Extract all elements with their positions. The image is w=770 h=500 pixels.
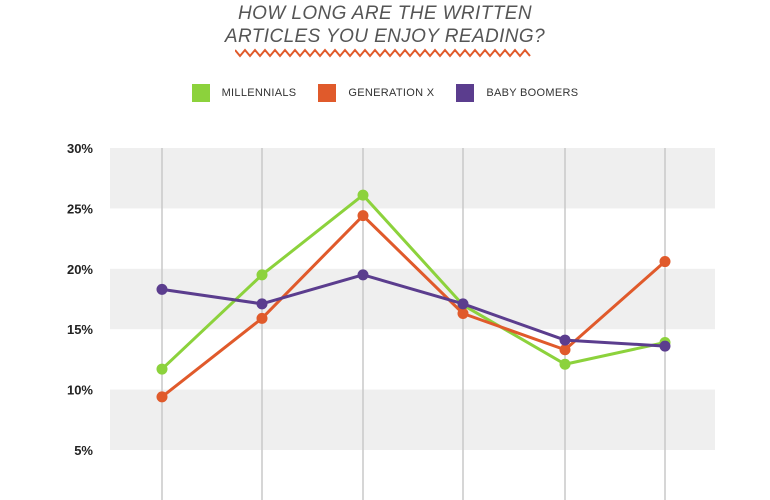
- data-point-baby-boomers: [357, 269, 369, 281]
- data-point-generation-x: [256, 312, 268, 324]
- grid-band: [110, 389, 715, 450]
- y-tick-label: 15%: [67, 322, 93, 337]
- legend-swatch-generation-x: [318, 84, 337, 102]
- legend-label-generation-x: GENERATION X: [348, 87, 435, 99]
- legend: MILLENNIALS GENERATION X BABY BOOMERS: [0, 84, 770, 102]
- data-point-millennials: [559, 358, 571, 370]
- zigzag-line: [235, 48, 531, 58]
- series-line-millennials: [160, 193, 666, 371]
- data-point-baby-boomers: [156, 283, 168, 295]
- series-line-generation-x: [161, 214, 666, 399]
- zigzag-divider: [235, 48, 531, 58]
- y-tick-label: 10%: [67, 383, 93, 398]
- data-point-baby-boomers: [659, 340, 671, 352]
- legend-swatch-millennials: [191, 84, 210, 102]
- data-point-generation-x: [457, 307, 469, 319]
- chart-title-line-2: ARTICLES YOU ENJOY READING?: [224, 26, 546, 47]
- data-point-baby-boomers: [559, 334, 571, 346]
- legend-label-millennials: MILLENNIALS: [221, 87, 297, 99]
- data-point-generation-x: [559, 344, 571, 356]
- legend-item-generation-x: GENERATION X: [318, 84, 434, 102]
- y-tick-label: 30%: [67, 141, 93, 156]
- data-point-baby-boomers: [256, 298, 268, 310]
- grid-band: [110, 268, 715, 330]
- legend-item-millennials: MILLENNIALS: [191, 84, 297, 102]
- data-point-baby-boomers: [457, 298, 469, 310]
- data-point-generation-x: [659, 256, 671, 268]
- chart-title-line-1: HOW LONG ARE THE WRITTEN: [238, 3, 532, 24]
- data-point-generation-x: [357, 210, 369, 222]
- y-tick-label: 5%: [74, 443, 93, 458]
- data-point-millennials: [156, 363, 168, 375]
- data-point-generation-x: [156, 391, 168, 403]
- chart-title: HOW LONG ARE THE WRITTEN ARTICLES YOU EN…: [0, 2, 770, 48]
- data-point-millennials: [357, 189, 369, 201]
- legend-item-baby-boomers: BABY BOOMERS: [456, 84, 578, 102]
- grid-band: [110, 148, 715, 209]
- legend-label-baby-boomers: BABY BOOMERS: [486, 87, 579, 99]
- series-line-baby-boomers: [161, 273, 666, 348]
- legend-swatch-baby-boomers: [456, 84, 475, 102]
- y-tick-label: 25%: [67, 201, 93, 216]
- data-point-millennials: [256, 269, 268, 281]
- y-tick-label: 20%: [67, 262, 93, 277]
